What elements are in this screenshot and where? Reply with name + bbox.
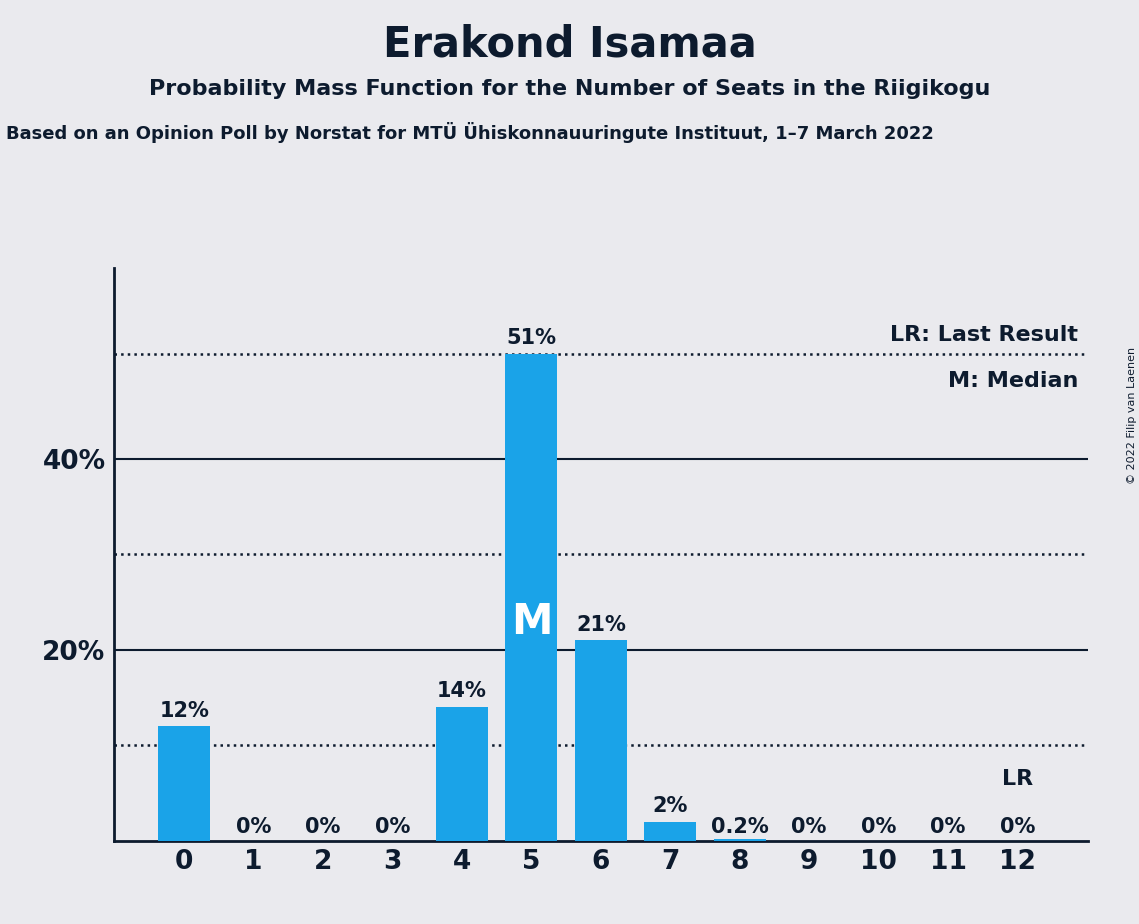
Text: Based on an Opinion Poll by Norstat for MTÜ Ühiskonnauuringute Instituut, 1–7 Ma: Based on an Opinion Poll by Norstat for … (6, 122, 934, 143)
Text: 0%: 0% (792, 817, 827, 837)
Text: 0%: 0% (931, 817, 966, 837)
Text: LR: LR (1002, 769, 1033, 789)
Text: M: M (510, 601, 552, 643)
Text: 0.2%: 0.2% (711, 817, 769, 837)
Text: Erakond Isamaa: Erakond Isamaa (383, 23, 756, 65)
Text: 2%: 2% (653, 796, 688, 816)
Bar (645, 821, 696, 841)
Text: 51%: 51% (507, 328, 556, 348)
Text: 0%: 0% (861, 817, 896, 837)
Bar (158, 726, 211, 841)
Bar (714, 839, 765, 841)
Text: Probability Mass Function for the Number of Seats in the Riigikogu: Probability Mass Function for the Number… (149, 79, 990, 99)
Text: © 2022 Filip van Laenen: © 2022 Filip van Laenen (1126, 347, 1137, 484)
Text: 0%: 0% (375, 817, 410, 837)
Text: 14%: 14% (437, 681, 486, 701)
Text: LR: Last Result: LR: Last Result (890, 325, 1077, 346)
Text: M: Median: M: Median (948, 371, 1077, 391)
Text: 0%: 0% (236, 817, 271, 837)
Text: 0%: 0% (1000, 817, 1035, 837)
Text: 0%: 0% (305, 817, 341, 837)
Bar (506, 354, 557, 841)
Bar (575, 640, 626, 841)
Text: 21%: 21% (576, 614, 625, 635)
Text: 12%: 12% (159, 700, 210, 721)
Bar (436, 707, 487, 841)
